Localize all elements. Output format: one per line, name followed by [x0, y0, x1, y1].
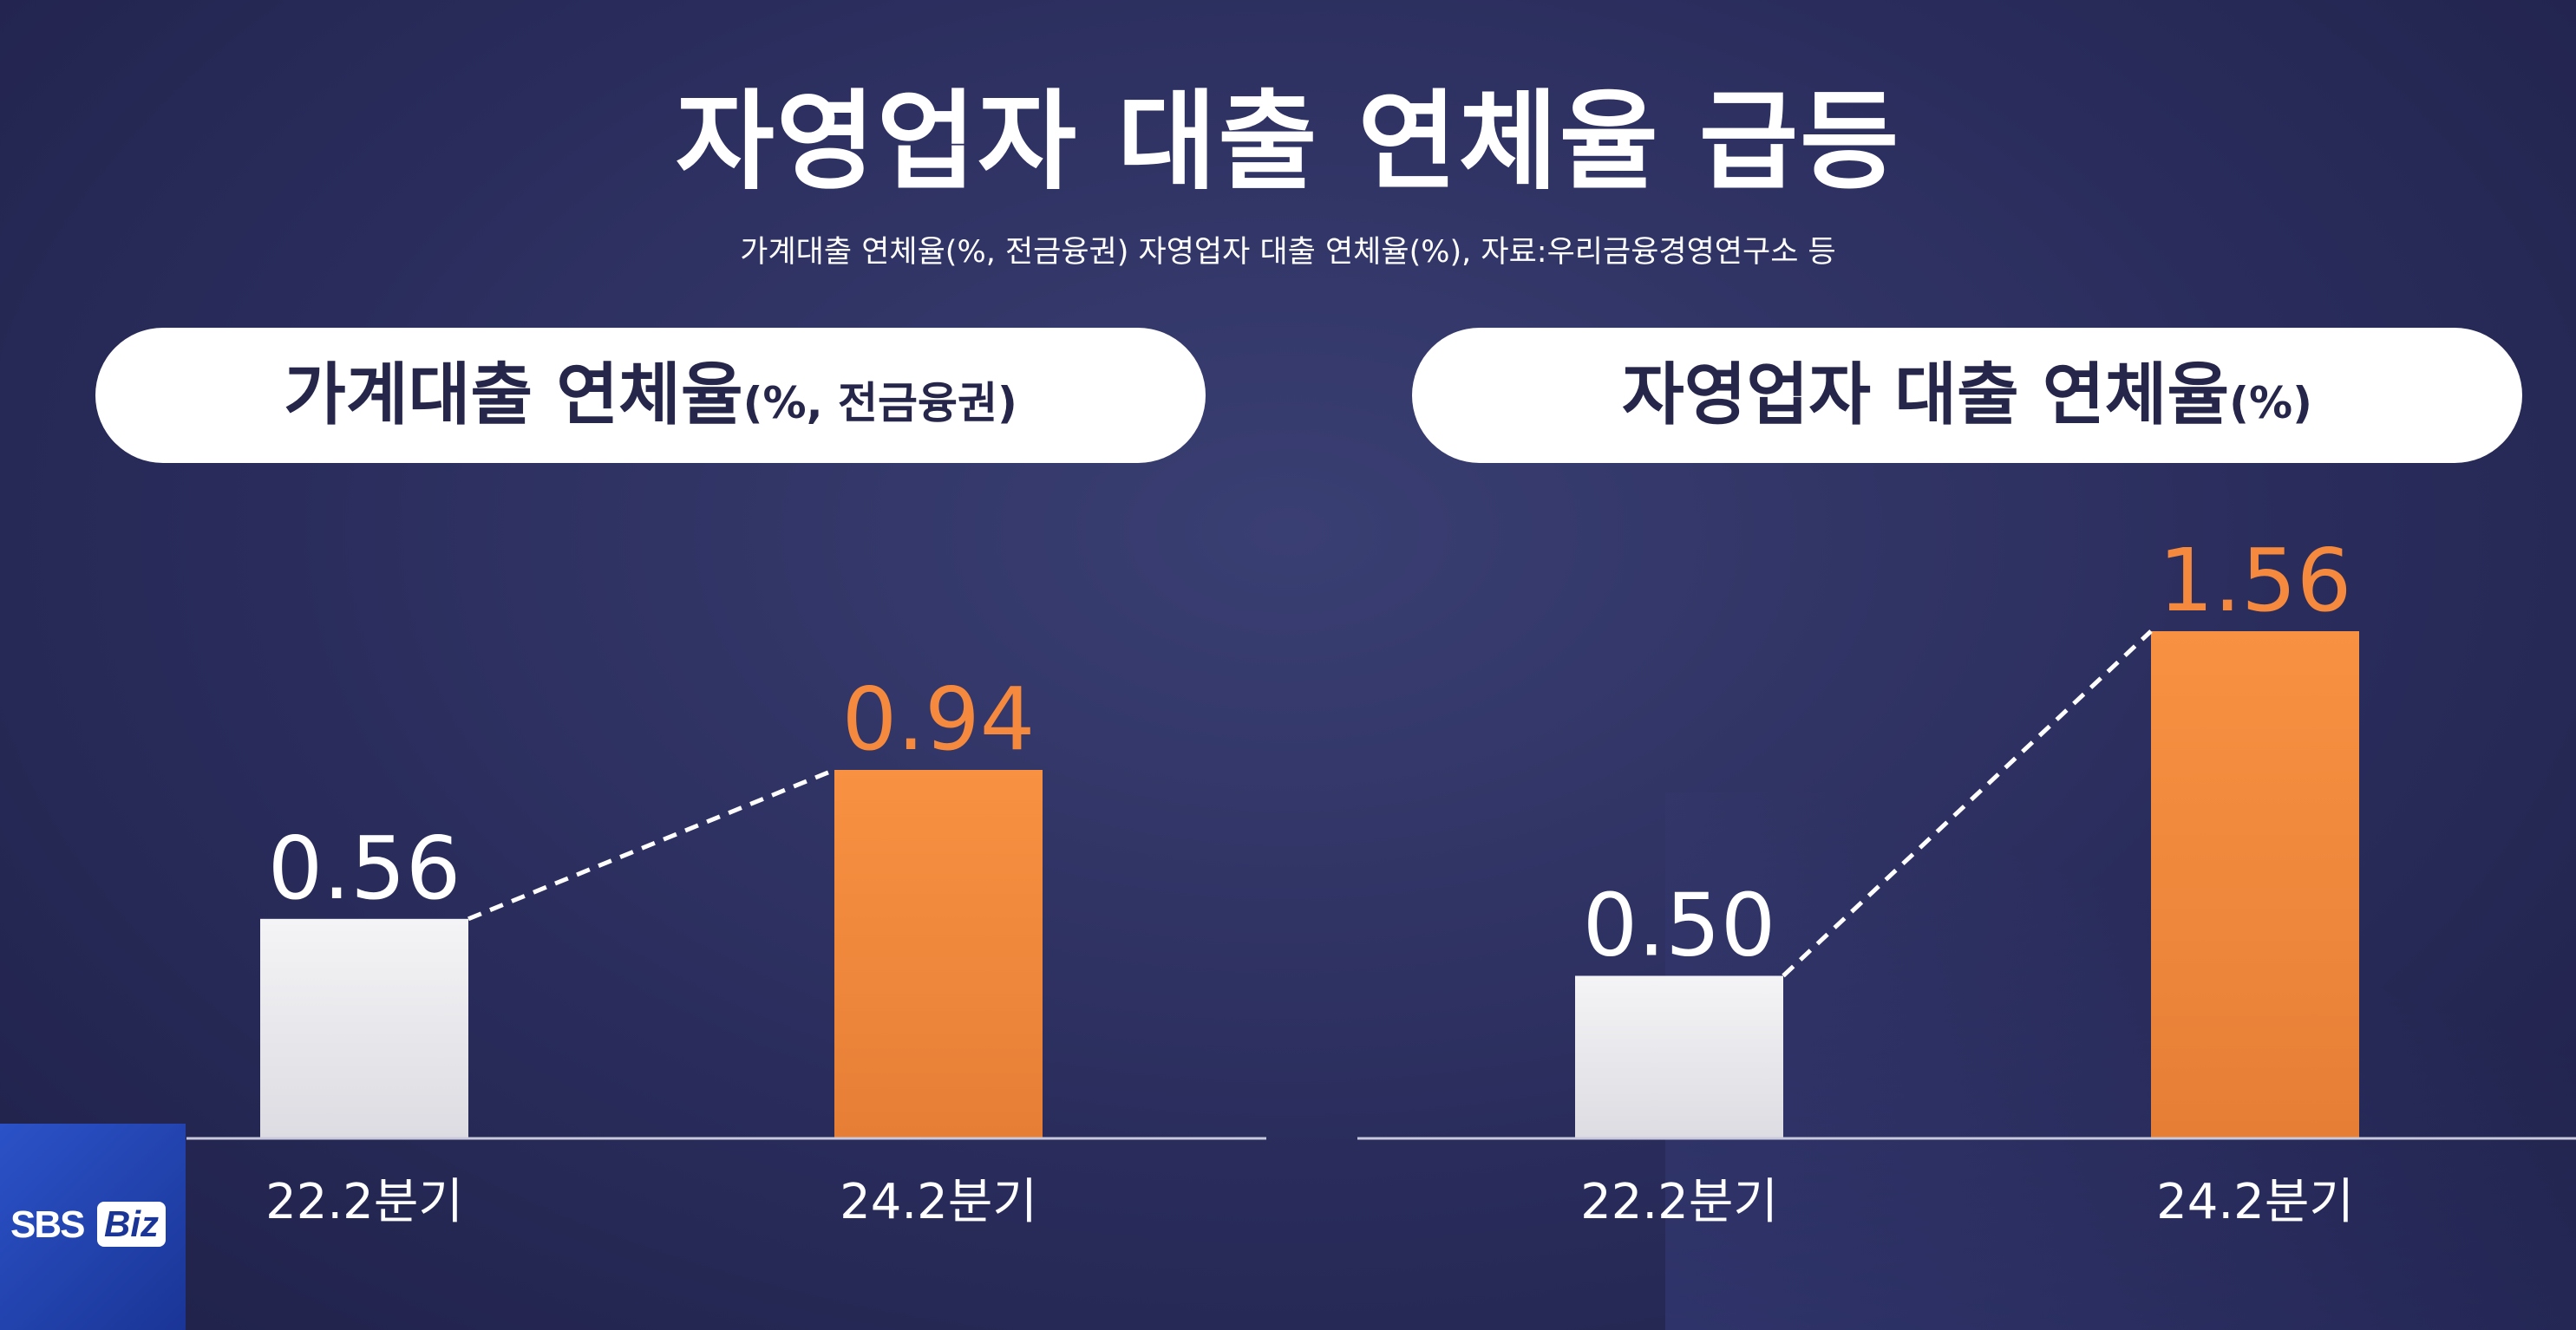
chart-2-bar-1 [1575, 975, 1783, 1138]
chart-1-title-unit: (%, 전금융권) [742, 378, 1017, 428]
chart-1-value-label-1: 0.56 [268, 818, 461, 919]
chart-2-title-main: 자영업자 대출 연체율 [1622, 356, 2230, 434]
page-title: 자영업자 대출 연체율 급등 [675, 80, 1901, 205]
chart-1-title: 가계대출 연체율(%, 전금융권) [95, 328, 1206, 463]
logo-biz-text: Biz [97, 1202, 166, 1247]
chart-2-value-label-2: 1.56 [2159, 530, 2352, 631]
chart-1-trend-line [467, 767, 835, 922]
chart-1-title-main: 가계대출 연체율 [284, 356, 743, 434]
page-subtitle: 가계대출 연체율(%, 전금융권) 자영업자 대출 연체율(%), 자료:우리금… [740, 235, 1836, 270]
chart-2-category-label-1: 22.2분기 [1580, 1174, 1778, 1230]
chart-1-category-label-2: 24.2분기 [840, 1174, 1037, 1230]
logo-sbs-text: SBS [10, 1203, 85, 1246]
chart-1-bar-2 [834, 770, 1043, 1138]
chart-2-title-unit: (%) [2229, 378, 2312, 428]
sbs-biz-logo: SBS Biz [0, 1124, 186, 1330]
chart-2-title: 자영업자 대출 연체율(%) [1412, 328, 2522, 463]
background-decoration [1665, 792, 2576, 1330]
chart-2-category-label-2: 24.2분기 [2156, 1174, 2354, 1230]
chart-2-trend-line [1782, 629, 2153, 978]
chart-1-value-label-2: 0.94 [842, 668, 1036, 770]
chart-2-value-label-1: 0.50 [1583, 875, 1776, 976]
chart-1-category-label-1: 22.2분기 [265, 1174, 463, 1230]
chart-1-bar-1 [260, 918, 468, 1138]
chart-2-bar-2 [2151, 631, 2359, 1138]
